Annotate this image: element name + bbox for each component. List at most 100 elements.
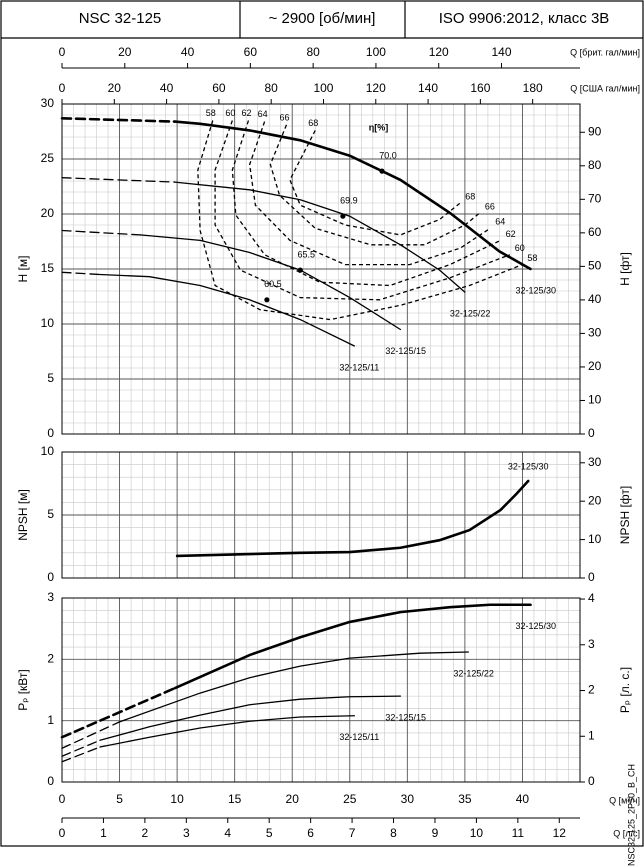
curve-label: 32-125/30	[516, 621, 557, 631]
pump-curve	[175, 479, 530, 558]
pump-curve	[99, 715, 356, 748]
x-tick-label: 5	[116, 792, 123, 806]
y-axis-label: Pₚ [кВт]	[16, 669, 30, 711]
curve-label: 32-125/11	[339, 362, 379, 372]
y2-tick-label: 80	[588, 158, 602, 172]
extra-axis-tick-label: 0	[59, 81, 66, 95]
header-standard: ISO 9906:2012, класс 3B	[439, 10, 610, 27]
y2-tick-label: 10	[588, 532, 602, 546]
y-tick-label: 3	[47, 590, 54, 604]
extra-axis-tick-label: 1	[100, 826, 107, 840]
extra-axis-tick-label: 100	[366, 45, 386, 59]
y-tick-label: 0	[47, 570, 54, 584]
extra-axis-tick-label: 0	[59, 826, 66, 840]
pump-curve	[174, 181, 466, 293]
contour-label: 58	[206, 108, 216, 118]
extra-axis-label: Q [брит. гал/мин]	[570, 47, 640, 57]
contour-label: 62	[241, 108, 251, 118]
x-axis-label: Q [м³/ч]	[609, 795, 640, 805]
x-tick-label: 35	[458, 792, 472, 806]
extra-axis-tick-label: 180	[523, 81, 543, 95]
y-tick-label: 25	[41, 151, 55, 165]
contour-label: 68	[465, 191, 475, 201]
y-tick-label: 5	[47, 507, 54, 521]
pump-curve	[173, 603, 532, 690]
y-axis-label: NPSH [м]	[16, 489, 30, 541]
pump-curve	[61, 177, 176, 183]
extra-axis-label: Q [США гал/мин]	[570, 83, 640, 93]
y2-axis-label: Pₚ [л. с.]	[618, 667, 632, 713]
extra-axis-tick-label: 80	[265, 81, 279, 95]
x-tick-label: 10	[170, 792, 184, 806]
y2-tick-label: 10	[588, 393, 602, 407]
extra-axis-tick-label: 100	[313, 81, 333, 95]
extra-axis-tick-label: 2	[142, 826, 149, 840]
extra-axis-tick-label: 120	[366, 81, 386, 95]
extra-axis-tick-label: 40	[181, 45, 195, 59]
y2-tick-label: 0	[588, 774, 595, 788]
y2-tick-label: 20	[588, 493, 602, 507]
curve-label: 32-125/30	[508, 461, 549, 471]
contour-label: 64	[258, 109, 268, 119]
curve-label: 32-125/30	[516, 285, 557, 295]
extra-axis-tick-label: 60	[244, 45, 258, 59]
y2-tick-label: 20	[588, 359, 602, 373]
duty-point	[297, 267, 303, 273]
contour-label: 60	[225, 108, 235, 118]
duty-point	[340, 213, 346, 219]
y2-tick-label: 0	[588, 570, 595, 584]
curve-label: 32-125/11	[339, 732, 379, 742]
pump-curve	[99, 273, 356, 347]
curve-label: 32-125/22	[453, 668, 494, 678]
pump-curve	[118, 651, 469, 723]
extra-axis-tick-label: 9	[432, 826, 439, 840]
y-tick-label: 0	[47, 426, 54, 440]
x-tick-label: 0	[59, 792, 66, 806]
y2-tick-label: 3	[588, 637, 595, 651]
pump-curve	[60, 117, 177, 123]
x-tick-label: 15	[228, 792, 242, 806]
curve-label: 32-125/15	[385, 713, 426, 723]
y2-axis-label: NPSH [фт]	[618, 486, 632, 544]
outer-frame	[0, 0, 644, 847]
y-tick-label: 0	[47, 774, 54, 788]
plot-frame	[61, 597, 581, 783]
curve-label: 32-125/15	[385, 346, 426, 356]
pump-curve	[61, 746, 101, 763]
efficiency-contour	[269, 124, 481, 246]
duty-point-label: 60.5	[264, 279, 282, 289]
y-axis-label: H [м]	[16, 256, 30, 283]
extra-axis-tick-label: 140	[491, 45, 511, 59]
efficiency-label: η[%]	[369, 122, 389, 132]
contour-label: 66	[279, 112, 289, 122]
contour-label: 64	[495, 217, 505, 227]
duty-point-label: 69.9	[340, 196, 358, 206]
extra-axis-tick-label: 5	[266, 826, 273, 840]
extra-axis-tick-label: 0	[59, 45, 66, 59]
x-tick-label: 20	[286, 792, 300, 806]
y2-tick-label: 30	[588, 326, 602, 340]
contour-label: 62	[506, 229, 516, 239]
curve-label: 32-125/22	[450, 308, 491, 318]
extra-axis-tick-label: 80	[306, 45, 320, 59]
y-tick-label: 15	[41, 261, 55, 275]
extra-axis-tick-label: 12	[553, 826, 567, 840]
extra-axis-tick-label: 7	[349, 826, 356, 840]
plot-frame	[61, 451, 581, 579]
extra-axis-tick-label: 20	[108, 81, 122, 95]
efficiency-contour	[197, 120, 523, 321]
pump-curve	[61, 739, 101, 757]
contour-label: 68	[308, 118, 318, 128]
y2-axis-label: H [фт]	[618, 252, 632, 286]
y-tick-label: 30	[41, 96, 55, 110]
contour-label: 66	[485, 201, 495, 211]
y2-tick-label: 0	[588, 426, 595, 440]
y2-tick-label: 60	[588, 225, 602, 239]
y2-tick-label: 2	[588, 683, 595, 697]
duty-point	[379, 168, 385, 174]
y-tick-label: 2	[47, 652, 54, 666]
extra-axis-label: Q [л/с]	[613, 828, 640, 838]
x-tick-label: 40	[516, 792, 530, 806]
x-tick-label: 30	[401, 792, 415, 806]
